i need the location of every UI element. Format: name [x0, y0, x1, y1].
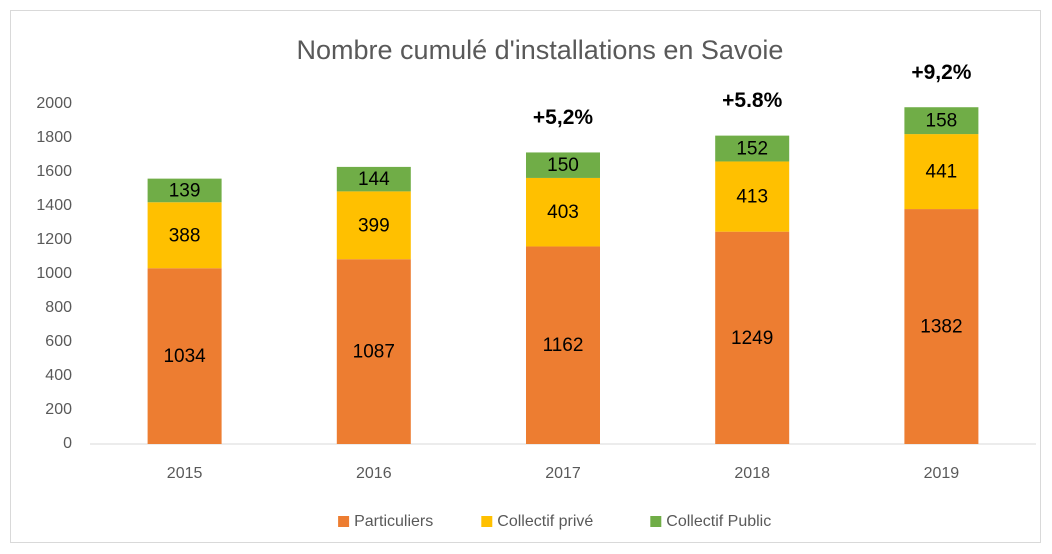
x-tick-label: 2017 [545, 465, 581, 482]
legend-label: Collectif privé [497, 513, 593, 530]
bar-segment [336, 166, 411, 192]
y-tick-label: 400 [45, 367, 72, 384]
bar-segment [526, 246, 600, 444]
y-tick-label: 0 [63, 435, 72, 452]
bar-segment [526, 152, 600, 178]
y-tick-label: 1600 [36, 163, 72, 180]
data-label: 403 [547, 202, 579, 223]
data-label: 152 [736, 139, 768, 160]
data-label: 139 [169, 180, 201, 201]
x-tick-label: 2018 [734, 465, 770, 482]
bar-segment [336, 259, 411, 444]
data-label: 1249 [731, 328, 773, 349]
data-label: 1382 [920, 317, 962, 338]
bar-segment [904, 134, 979, 210]
bar-segment [147, 202, 222, 269]
legend-label: Collectif Public [666, 513, 771, 530]
bar-segment [336, 191, 411, 260]
bar-segment [904, 107, 979, 135]
y-tick-label: 1400 [36, 197, 72, 214]
chart-title: Nombre cumulé d'installations en Savoie [297, 35, 784, 65]
y-tick-label: 1800 [36, 129, 72, 146]
bar-segment [904, 209, 979, 444]
data-label: 413 [736, 187, 768, 208]
bar-segment [715, 135, 790, 162]
x-tick-label: 2015 [167, 465, 203, 482]
data-label: 158 [926, 111, 958, 132]
data-label: 150 [547, 155, 579, 176]
data-label: 1162 [543, 335, 584, 356]
y-tick-label: 200 [45, 401, 72, 418]
legend-swatch [650, 516, 662, 527]
bar-segment [147, 178, 222, 203]
annotation: +9,2% [911, 61, 971, 84]
annotation: +5.8% [722, 89, 782, 112]
y-tick-label: 1000 [36, 265, 72, 282]
y-tick-label: 1200 [36, 231, 72, 248]
data-label: 441 [926, 162, 958, 183]
x-tick-label: 2019 [924, 465, 960, 482]
data-label: 399 [358, 215, 390, 236]
bar-segment [715, 161, 790, 232]
legend-swatch [338, 516, 350, 527]
data-label: 388 [169, 225, 201, 246]
bar-segment [147, 268, 222, 444]
y-tick-label: 2000 [36, 95, 72, 112]
y-tick-label: 800 [45, 299, 72, 316]
annotation: +5,2% [533, 106, 593, 129]
bar-segment [715, 231, 790, 444]
bar-segment [526, 177, 600, 247]
legend-label: Particuliers [354, 513, 433, 530]
data-label: 1087 [353, 342, 395, 363]
data-label: 144 [358, 169, 390, 190]
legend-swatch [481, 516, 493, 527]
data-label: 1034 [163, 346, 206, 367]
x-tick-label: 2016 [356, 465, 392, 482]
y-tick-label: 600 [45, 333, 72, 350]
